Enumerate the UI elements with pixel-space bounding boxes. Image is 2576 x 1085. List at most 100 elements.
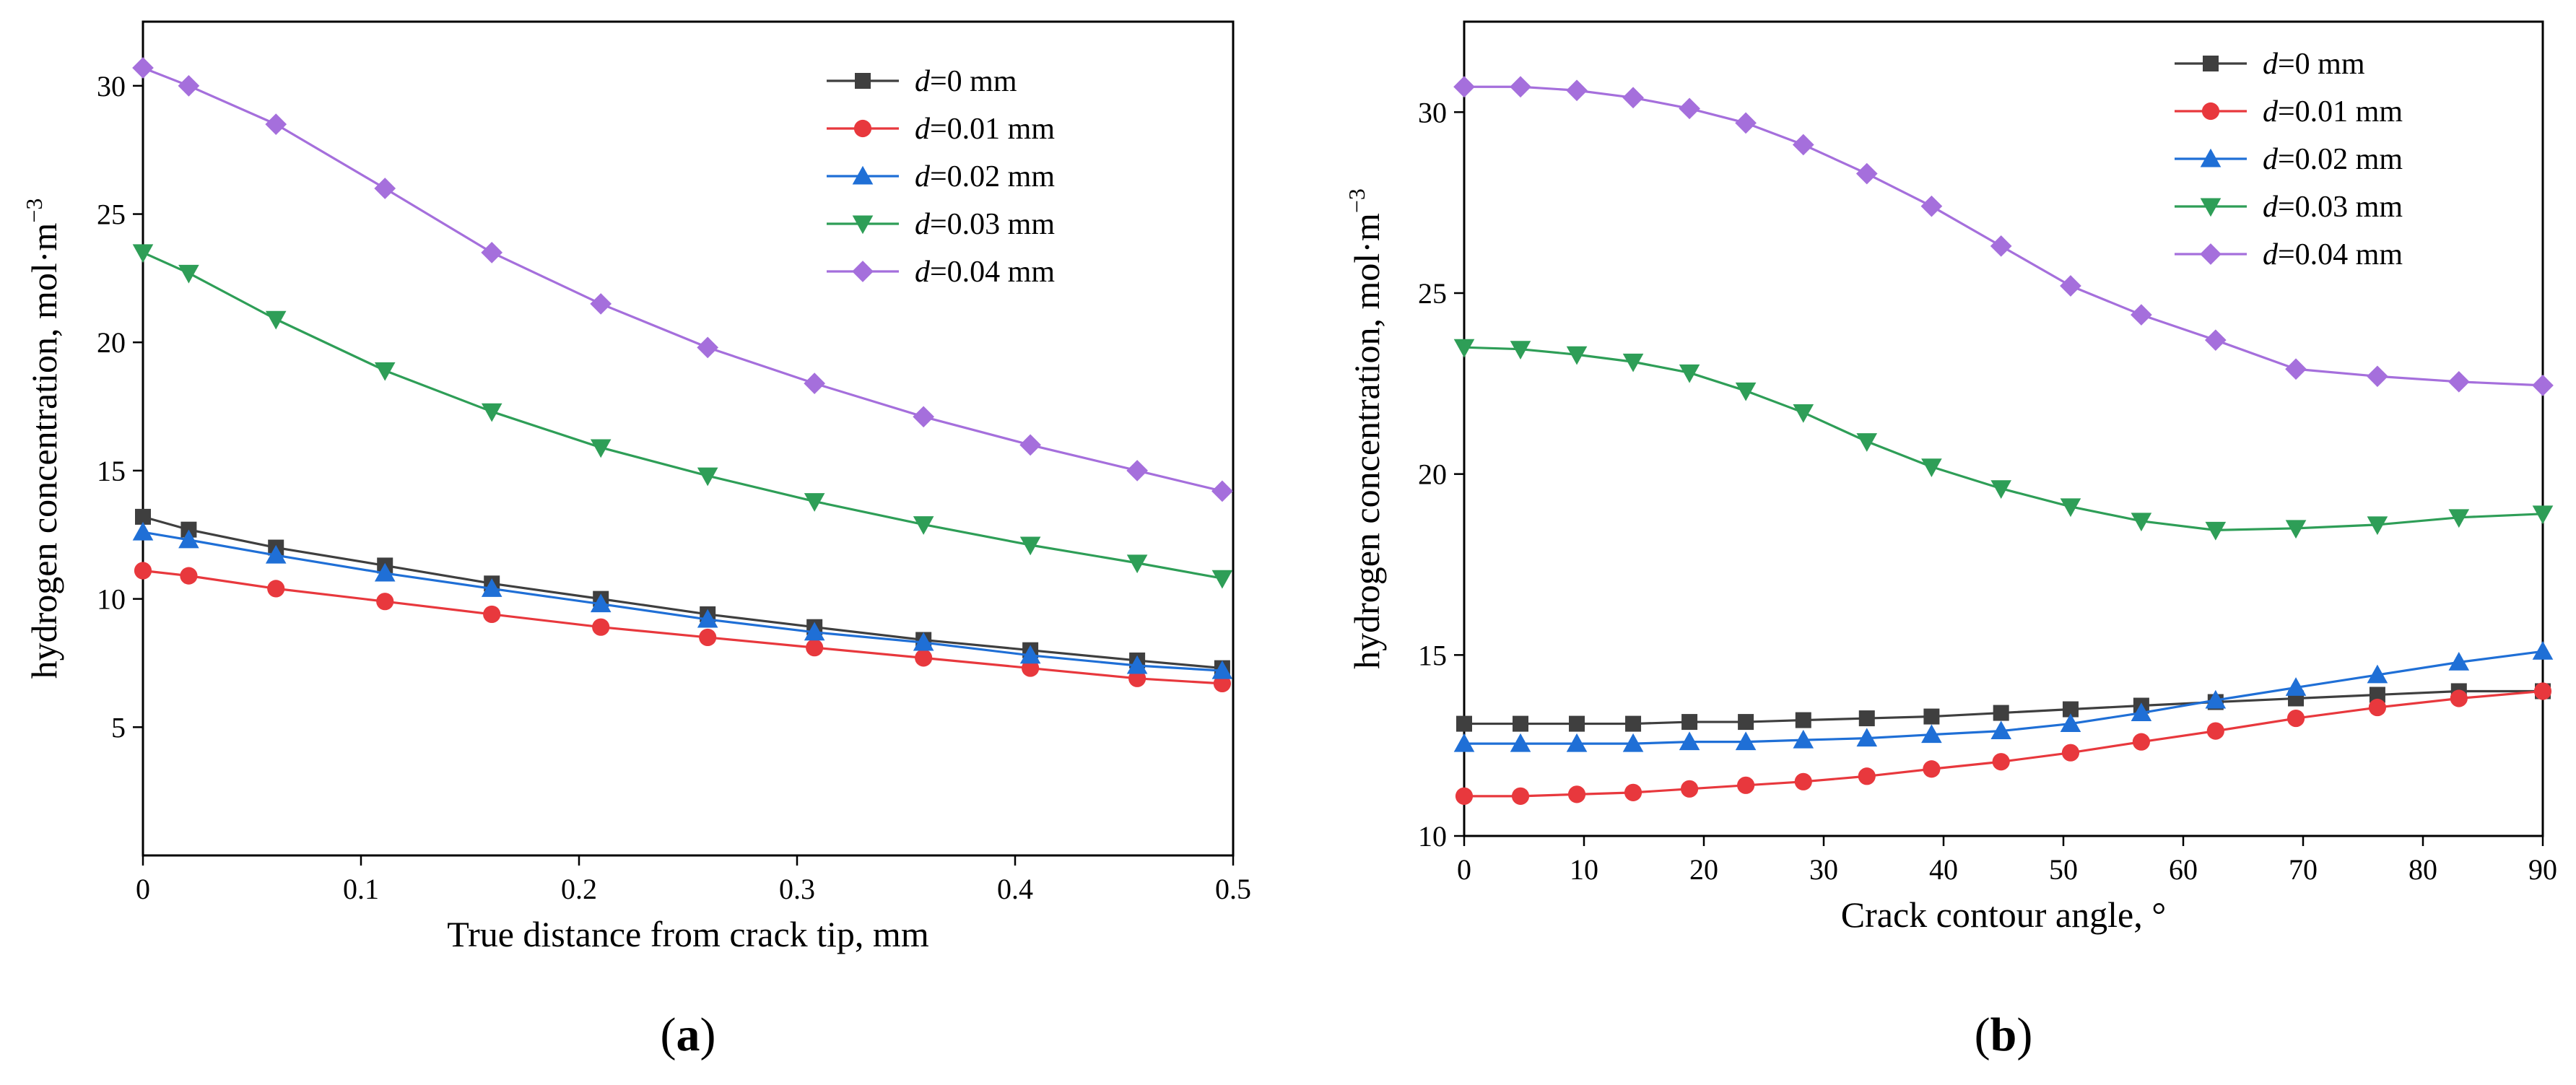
data-point	[178, 529, 199, 549]
data-point	[2285, 677, 2307, 696]
legend-label-rest: =0 mm	[930, 65, 1017, 98]
series-line	[1464, 85, 2544, 387]
legend-label-var: d	[915, 160, 931, 193]
legend-marker	[2201, 102, 2220, 121]
data-point	[697, 609, 718, 628]
data-point	[1622, 87, 1644, 109]
data-point	[1211, 480, 1233, 502]
data-point	[1510, 733, 1531, 752]
data-point	[2367, 365, 2388, 388]
data-point	[2532, 505, 2554, 525]
y-tick-label: 10	[1418, 820, 1447, 853]
x-tick-label: 80	[2409, 853, 2437, 886]
data-point	[2131, 304, 2152, 326]
legend-label: d=0.01 mm	[915, 113, 1055, 146]
data-point	[2532, 374, 2554, 396]
data-point	[2204, 329, 2227, 352]
legend-marker	[855, 73, 871, 89]
data-point	[1735, 382, 1757, 401]
y-tick-label: 15	[1418, 639, 1447, 671]
x-tick-label: 10	[1570, 853, 1598, 886]
data-point	[2131, 702, 2152, 721]
y-tick-label: 30	[1418, 96, 1447, 128]
data-point	[1019, 536, 1041, 556]
legend-marker	[852, 165, 874, 185]
panel-label-close: )	[700, 1008, 716, 1061]
data-point	[1022, 659, 1040, 677]
data-point	[2285, 520, 2307, 539]
x-tick-label: 0.3	[779, 873, 815, 905]
series-line	[142, 569, 1222, 685]
legend-label-var: d	[2263, 191, 2279, 224]
data-point	[132, 244, 154, 263]
plot-frame	[1463, 20, 2544, 837]
data-point	[1511, 787, 1530, 805]
legend-marker	[2200, 148, 2222, 167]
series-3	[1453, 339, 2554, 541]
data-point	[1794, 772, 1812, 790]
data-point	[2367, 516, 2388, 536]
data-point	[697, 336, 719, 359]
data-point	[376, 593, 394, 611]
panel-label-close: )	[2016, 1008, 2032, 1061]
data-point	[481, 241, 503, 263]
data-point	[1921, 458, 1942, 477]
data-point	[1211, 660, 1233, 679]
legend-label-var: d	[2263, 95, 2279, 128]
y-tick-label: 20	[97, 326, 126, 359]
data-point	[1920, 195, 1943, 217]
data-point	[1624, 783, 1642, 801]
data-point	[913, 516, 934, 535]
y-tick-label: 25	[97, 199, 126, 231]
legend-label-rest: =0.01 mm	[2278, 95, 2403, 128]
y-axis-title-superscript: −3	[1344, 188, 1370, 213]
data-point	[2132, 733, 2150, 751]
data-point	[2369, 687, 2385, 703]
y-tick-label: 10	[97, 583, 126, 616]
x-tick-label: 50	[2049, 853, 2078, 886]
data-point	[1211, 570, 1233, 589]
data-point	[135, 508, 151, 525]
legend-marker	[852, 261, 874, 282]
series-3	[132, 244, 1233, 589]
y-axis-title-text: hydrogen concentration, mol·m	[24, 223, 64, 679]
data-point	[1569, 715, 1585, 732]
data-point	[1856, 728, 1878, 747]
data-point	[1855, 162, 1878, 185]
data-point	[1921, 724, 1942, 744]
data-point	[1735, 112, 1757, 134]
data-point	[1793, 729, 1814, 749]
legend-label: d=0 mm	[915, 65, 1017, 98]
data-point	[1213, 674, 1231, 692]
data-point	[1622, 733, 1644, 752]
data-point	[1793, 404, 1814, 423]
x-tick-label: 0.1	[343, 873, 379, 905]
data-point	[374, 178, 396, 199]
data-point	[2532, 641, 2554, 660]
data-point	[267, 580, 285, 598]
data-point	[374, 362, 396, 381]
y-tick-label: 15	[97, 455, 126, 487]
x-tick-label: 0.4	[997, 873, 1033, 905]
y-tick-label: 25	[1418, 277, 1447, 310]
panel-label: (b)	[1975, 1008, 2033, 1061]
data-point	[1453, 76, 1475, 98]
legend-label: d=0.02 mm	[915, 160, 1055, 193]
series-line	[142, 251, 1223, 580]
data-point	[2448, 509, 2470, 528]
y-tick-label: 30	[97, 70, 126, 103]
data-point	[1681, 714, 1698, 731]
data-point	[1992, 753, 2010, 771]
legend-label-rest: =0.03 mm	[930, 208, 1055, 241]
legend-label-var: d	[915, 208, 931, 241]
panel-a-chart: 0 0.1 0.2 0.3 0.4 0.5 5 10 15 20 25 30 True distance…	[21, 20, 1251, 1061]
panel-label: (a)	[661, 1008, 716, 1061]
series-line	[142, 66, 1223, 492]
data-point	[1019, 645, 1041, 664]
data-point	[2447, 370, 2470, 393]
data-point	[1453, 733, 1475, 752]
data-point	[915, 649, 933, 667]
x-tick-label: 0.2	[561, 873, 597, 905]
legend-label-rest: =0.02 mm	[930, 160, 1055, 193]
